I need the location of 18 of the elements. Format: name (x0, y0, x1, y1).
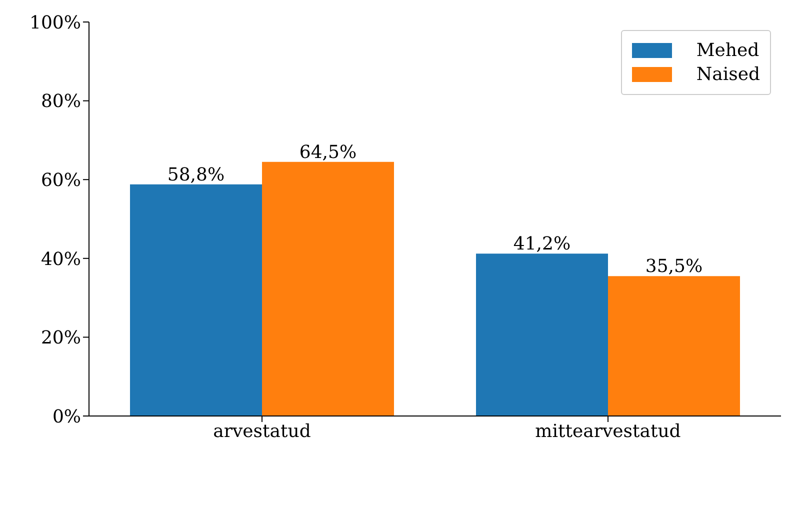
legend-label: Naised (696, 64, 760, 85)
legend-label: Mehed (696, 40, 760, 61)
y-tick-label: 100% (30, 12, 81, 34)
x-tick-label: arvestatud (213, 420, 311, 442)
data-label: 41,2% (513, 234, 571, 255)
data-label: 35,5% (645, 256, 703, 278)
bar (262, 162, 394, 416)
bar (608, 276, 740, 416)
y-tick-label: 0% (52, 406, 81, 428)
y-tick-label: 20% (40, 328, 81, 349)
x-tick-label: mittearvestatud (535, 420, 681, 442)
bar (476, 254, 608, 416)
bar (130, 184, 262, 416)
y-tick-label: 40% (40, 248, 81, 270)
data-label: 64,5% (299, 142, 357, 163)
data-label: 58,8% (167, 164, 225, 186)
y-tick-label: 80% (40, 91, 81, 112)
y-tick-label: 60% (40, 170, 81, 191)
